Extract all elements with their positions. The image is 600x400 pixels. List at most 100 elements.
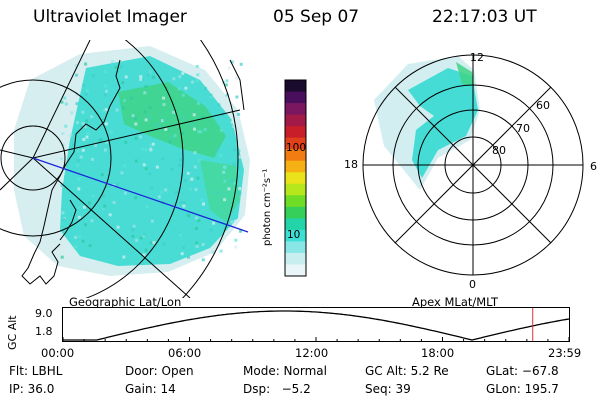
speckle-pixel	[151, 75, 155, 79]
speckle-pixel	[198, 158, 201, 162]
speckle-pixel	[77, 187, 81, 191]
speckle-pixel	[237, 112, 241, 116]
instrument-title: Ultraviolet Imager	[33, 7, 187, 27]
speckle-pixel	[194, 188, 198, 192]
speckle-pixel	[181, 72, 185, 75]
speckle-pixel	[134, 196, 138, 200]
colorbar-cell	[285, 183, 306, 196]
speckle-pixel	[141, 147, 145, 151]
speckle-pixel	[81, 239, 85, 243]
speckle-pixel	[65, 167, 69, 171]
speckle-pixel	[201, 115, 205, 119]
speckle-pixel	[142, 163, 146, 167]
speckle-pixel	[60, 255, 64, 259]
speckle-pixel	[199, 130, 203, 134]
speckle-pixel	[139, 77, 143, 81]
speckle-pixel	[183, 179, 187, 182]
speckle-pixel	[148, 172, 152, 176]
speckle-pixel	[60, 100, 64, 104]
time-tick-1800: 18:00	[421, 346, 455, 360]
speckle-pixel	[105, 140, 109, 144]
speckle-pixel	[104, 122, 108, 126]
speckle-pixel	[225, 79, 229, 83]
colorbar-tick-10: 10	[287, 229, 301, 241]
speckle-pixel	[131, 234, 135, 238]
speckle-pixel	[81, 122, 85, 126]
speckle-pixel	[75, 121, 79, 125]
speckle-pixel	[178, 75, 182, 79]
speckle-pixel	[87, 201, 91, 205]
speckle-pixel	[111, 60, 115, 63]
speckle-pixel	[144, 248, 148, 252]
speckle-pixel	[146, 73, 150, 77]
speckle-pixel	[204, 86, 207, 90]
speckle-pixel	[81, 148, 85, 152]
speckle-pixel	[64, 124, 68, 128]
speckle-pixel	[178, 233, 182, 237]
speckle-pixel	[64, 102, 68, 106]
speckle-pixel	[179, 200, 183, 204]
speckle-pixel	[76, 163, 80, 167]
speckle-pixel	[134, 136, 138, 140]
speckle-pixel	[131, 228, 135, 232]
aurora-green-patch-2	[200, 160, 240, 222]
speckle-pixel	[135, 238, 139, 242]
speckle-pixel	[193, 127, 196, 131]
speckle-pixel	[192, 113, 196, 117]
speckle-pixel	[102, 194, 106, 198]
speckle-pixel	[155, 165, 159, 169]
speckle-pixel	[144, 148, 148, 152]
speckle-pixel	[114, 65, 118, 69]
colorbar-cell	[285, 126, 306, 139]
colorbar-cell	[285, 206, 306, 219]
speckle-pixel	[179, 158, 182, 162]
speckle-pixel	[74, 73, 78, 77]
speckle-pixel	[149, 241, 153, 245]
speckle-pixel	[178, 163, 182, 167]
geographic-image[interactable]	[0, 40, 262, 298]
speckle-pixel	[230, 120, 234, 124]
speckle-pixel	[142, 233, 146, 237]
colorbar-cell	[285, 114, 306, 127]
speckle-pixel	[151, 142, 155, 146]
speckle-pixel	[72, 143, 76, 147]
coastline	[21, 59, 121, 285]
speckle-pixel	[209, 95, 213, 99]
colorbar-cell	[285, 91, 306, 104]
date-label: 05 Sep 07	[273, 7, 360, 27]
colorbar-cell	[285, 160, 306, 173]
speckle-pixel	[130, 96, 133, 100]
speckle-pixel	[106, 183, 110, 187]
speckle-pixel	[155, 123, 158, 126]
speckle-pixel	[74, 245, 78, 249]
speckle-pixel	[100, 138, 104, 141]
speckle-pixel	[80, 125, 84, 129]
speckle-pixel	[191, 80, 195, 84]
speckle-pixel	[211, 250, 215, 254]
altitude-plot[interactable]	[62, 307, 572, 343]
colorbar-cell	[285, 229, 306, 242]
speckle-pixel	[124, 140, 128, 144]
speckle-pixel	[222, 170, 226, 174]
speckle-pixel	[148, 106, 152, 109]
speckle-pixel	[103, 93, 107, 97]
speckle-pixel	[180, 116, 184, 120]
speckle-pixel	[76, 149, 80, 153]
apex-polar-plot[interactable]: 12 6 0 18 60 70 80	[338, 50, 600, 296]
speckle-pixel	[142, 253, 146, 257]
speckle-pixel	[197, 130, 201, 134]
speckle-pixel	[170, 168, 174, 172]
speckle-pixel	[172, 77, 176, 81]
colorbar-cell	[285, 264, 306, 277]
speckle-pixel	[144, 167, 148, 171]
speckle-pixel	[219, 249, 223, 253]
colorbar-cell	[285, 149, 306, 162]
speckle-pixel	[190, 177, 194, 181]
time-tick-2359: 23:59	[548, 346, 582, 360]
speckle-pixel	[193, 165, 197, 169]
speckle-pixel	[112, 200, 116, 204]
speckle-pixel	[123, 191, 127, 195]
mlt-label-18: 18	[344, 158, 358, 171]
speckle-pixel	[61, 211, 65, 215]
speckle-pixel	[164, 188, 168, 192]
